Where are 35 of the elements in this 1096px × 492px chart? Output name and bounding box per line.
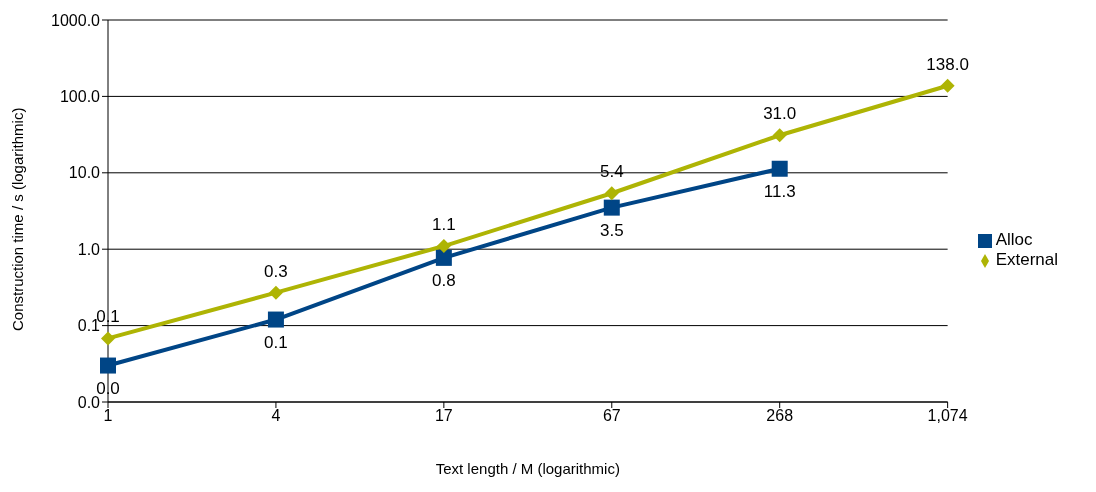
point	[101, 331, 115, 346]
point	[268, 285, 283, 300]
y-axis-title: Construction time / s (logarithmic)	[9, 107, 27, 331]
x-axis-title: Text length / M (logarithmic)	[435, 460, 620, 477]
legend-label: External	[995, 250, 1058, 269]
x-tick-label: 268	[766, 407, 794, 425]
point	[772, 128, 787, 143]
x-tick-label: 17	[434, 407, 453, 425]
data-label: 3.5	[599, 220, 624, 240]
point	[603, 199, 620, 216]
point	[435, 249, 452, 266]
y-tick-label: 0.0	[77, 393, 101, 411]
x-tick-label: 67	[602, 407, 621, 425]
y-tick-label: 10.0	[68, 164, 101, 182]
legend-label: Alloc	[995, 230, 1033, 249]
point	[940, 78, 955, 93]
data-label: 138.0	[926, 54, 969, 74]
data-label: 31.0	[763, 104, 797, 124]
point	[771, 160, 788, 177]
point	[100, 357, 116, 374]
y-tick-label: 1000.0	[51, 11, 101, 29]
data-label: 11.3	[763, 181, 796, 201]
data-label: 1.1	[432, 215, 456, 235]
x-tick-label: 4	[271, 407, 281, 425]
data-label: 0.8	[432, 270, 456, 290]
x-tick-label: 1,074	[927, 407, 968, 425]
point	[436, 239, 451, 254]
x-tick-label: 1	[103, 407, 113, 425]
point	[267, 311, 284, 328]
data-label: 0.1	[264, 332, 288, 352]
y-tick-label: 100.0	[59, 88, 101, 106]
y-tick-label: 1.0	[77, 240, 101, 258]
data-label: 0.3	[264, 261, 288, 281]
data-label: 0.1	[96, 307, 120, 327]
point	[604, 186, 619, 201]
